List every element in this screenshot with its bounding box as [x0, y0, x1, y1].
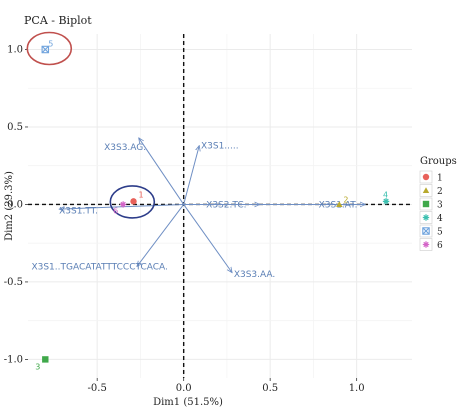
sample-point	[119, 201, 127, 208]
highlight-ellipses	[26, 31, 156, 219]
sample-point	[42, 356, 49, 363]
legend-key-triangle	[422, 187, 430, 194]
sample-point-label: 5	[48, 39, 53, 48]
marker-x	[41, 45, 49, 54]
y-axis-title: Dim2 (29.3%)	[4, 171, 15, 241]
variable-label: X3S1.TT.	[59, 207, 98, 217]
marker-x	[422, 227, 430, 235]
x-tick-label: 0.0	[176, 383, 192, 394]
variable-arrow	[139, 138, 185, 205]
sample-point-label: 2	[343, 195, 348, 204]
sample-point-label: 6	[113, 206, 118, 215]
marker-square	[42, 356, 49, 363]
marker-star	[382, 198, 390, 205]
variable-label: X3S1.....	[201, 142, 239, 152]
sample-points: 1 2 3 4 5 6	[35, 39, 390, 371]
legend-label: 5	[437, 228, 443, 238]
marker-asterisk-core	[121, 202, 125, 207]
variable-arrow	[137, 204, 185, 266]
x-axis-ticks: -0.5 0.0 0.5 1.0	[88, 378, 365, 394]
legend-label: 6	[437, 241, 443, 251]
sample-point	[382, 198, 390, 205]
legend-items: 1 2 3 4 5 6	[419, 170, 443, 251]
variable-arrow	[183, 146, 200, 205]
legend-key-circle	[422, 173, 430, 181]
variable-label: X3S2.TC.	[206, 200, 246, 210]
legend-label: 3	[437, 201, 443, 211]
marker-star	[422, 214, 430, 221]
x-tick-label: -0.5	[88, 383, 107, 394]
x-axis-title: Dim1 (51.5%)	[153, 397, 223, 408]
legend: Groups 1 2 3 4 5 6	[419, 156, 457, 251]
legend-label: 4	[437, 214, 443, 224]
variable-arrows: X3S3.AG. X3S1..... X3S2.TC. X3S1.TT. X3S1..T…	[31, 138, 365, 280]
y-tick-label: 1.0	[7, 44, 23, 55]
legend-label: 1	[437, 174, 443, 184]
y-tick-label: -1.0	[4, 354, 23, 365]
sample-point	[130, 198, 137, 205]
sample-point-label: 4	[383, 190, 388, 199]
sample-point-label: 1	[139, 190, 144, 199]
y-tick-label: -0.5	[4, 277, 23, 288]
marker-asterisk-core	[424, 242, 428, 247]
legend-key-square	[422, 200, 430, 208]
variable-label: X3S3.AA.	[234, 270, 275, 280]
sample-point	[336, 201, 343, 208]
marker-circle	[422, 173, 430, 181]
marker-circle	[130, 198, 137, 205]
legend-title: Groups	[420, 156, 457, 167]
y-tick-label: 0.5	[7, 122, 23, 133]
variable-arrow	[183, 204, 232, 272]
y-axis-ticks: -1.0 -0.5 0.0 0.5 1.0	[4, 44, 28, 365]
x-tick-label: 0.5	[262, 383, 278, 394]
legend-key-square-x	[422, 227, 430, 235]
marker-square-outline	[422, 227, 430, 235]
x-tick-label: 1.0	[349, 383, 365, 394]
highlight-ellipse	[26, 31, 73, 66]
marker-square-outline	[41, 45, 50, 54]
marker-triangle	[336, 201, 343, 208]
legend-label: 2	[437, 187, 443, 197]
chart-title: PCA - Biplot	[24, 14, 92, 27]
variable-label: X3S1..TGACATATTTCCCTCACA.	[31, 262, 167, 272]
sample-point	[41, 45, 50, 54]
marker-square	[422, 200, 430, 208]
highlight-ellipse	[109, 185, 156, 219]
y-tick-label: 0.0	[7, 199, 23, 210]
legend-key-star	[422, 214, 430, 221]
legend-key-asterisk	[422, 241, 430, 248]
sample-point-label: 3	[35, 362, 40, 371]
variable-label: X3S3.AG.	[104, 143, 146, 153]
marker-triangle	[422, 187, 430, 194]
